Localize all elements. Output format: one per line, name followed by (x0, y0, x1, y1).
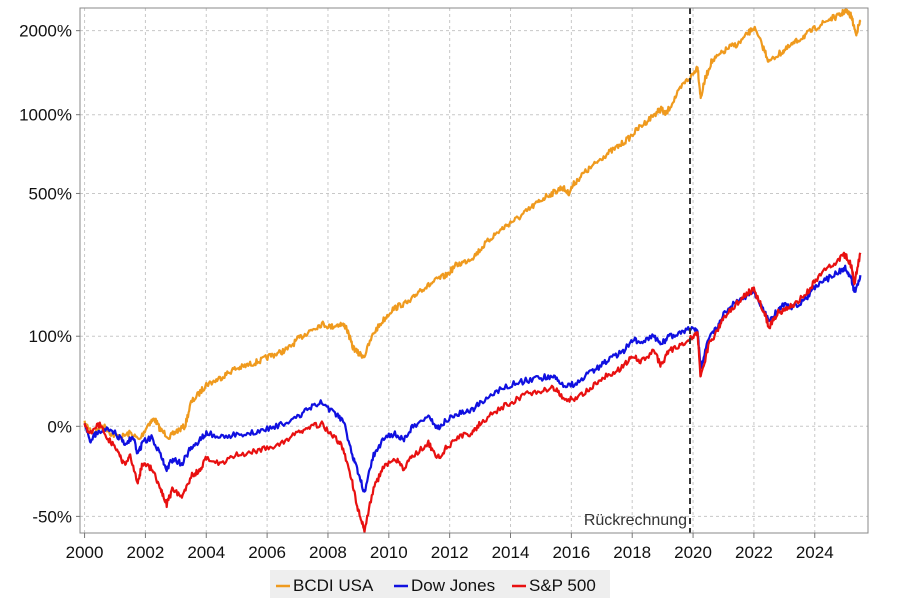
y-tick-label: 500% (29, 184, 72, 203)
x-tick-label: 2008 (309, 543, 347, 562)
legend-label: BCDI USA (293, 576, 374, 595)
legend-background (270, 570, 610, 598)
x-tick-label: 2000 (66, 543, 104, 562)
annotation-label: Rückrechnung (584, 512, 687, 529)
legend-label: Dow Jones (411, 576, 495, 595)
x-tick-label: 2012 (431, 543, 469, 562)
annotation-layer: Rückrechnung (584, 8, 692, 533)
x-tick-label: 2004 (187, 543, 225, 562)
x-tick-label: 2018 (613, 543, 651, 562)
x-tick-label: 2010 (370, 543, 408, 562)
x-tick-label: 2024 (796, 543, 834, 562)
x-tick-label: 2020 (674, 543, 712, 562)
legend: BCDI USA Dow Jones S&P 500 (270, 570, 610, 598)
x-tick-label: 2016 (552, 543, 590, 562)
series-line-bcdi-usa (83, 8, 862, 441)
series-layer (83, 8, 862, 534)
y-tick-label: 1000% (19, 106, 72, 125)
x-tick-label: 2002 (126, 543, 164, 562)
x-tick-label: 2014 (492, 543, 530, 562)
series-line-dow-jones (83, 264, 862, 493)
y-tick-label: 0% (47, 417, 72, 436)
legend-label: S&P 500 (529, 576, 596, 595)
plot-frame (79, 7, 869, 534)
grid-layer (80, 8, 868, 533)
x-tick-label: 2006 (248, 543, 286, 562)
y-tick-label: 2000% (19, 22, 72, 41)
x-tick-label: 2022 (735, 543, 773, 562)
axis-layer: -50% 0% 100% 500% 1000% 2000% 2000 2002 2004 2006… (19, 22, 834, 562)
series-line-s-p-500 (83, 251, 862, 534)
y-tick-label: 100% (29, 327, 72, 346)
y-tick-label: -50% (32, 507, 72, 526)
